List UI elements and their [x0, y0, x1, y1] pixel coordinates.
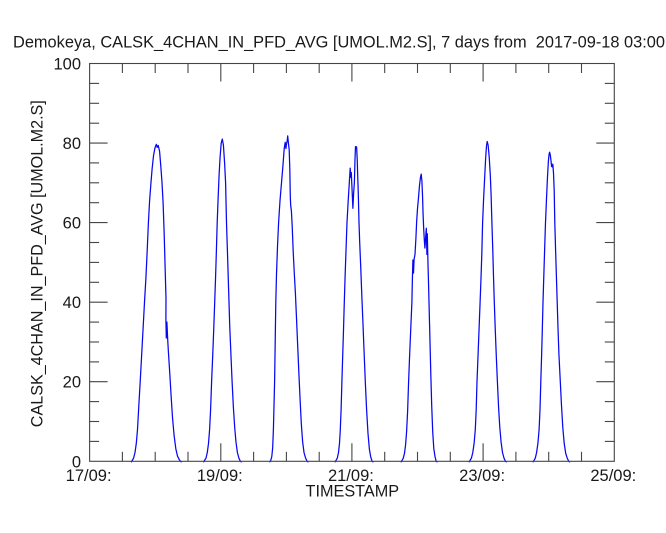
svg-text:23/09:: 23/09: — [459, 467, 505, 485]
svg-text:21/09:: 21/09: — [328, 467, 374, 485]
svg-text:40: 40 — [63, 294, 81, 312]
svg-text:TIMESTAMP: TIMESTAMP — [306, 483, 400, 501]
svg-text:17/09:: 17/09: — [66, 467, 112, 485]
svg-text:80: 80 — [63, 135, 81, 153]
svg-text:25/09:: 25/09: — [590, 467, 636, 485]
svg-text:Demokeya, CALSK_4CHAN_IN_PFD_A: Demokeya, CALSK_4CHAN_IN_PFD_AVG [UMOL.M… — [13, 33, 665, 51]
svg-text:CALSK_4CHAN_IN_PFD_AVG [UMOL.M: CALSK_4CHAN_IN_PFD_AVG [UMOL.M2.S] — [29, 100, 47, 427]
svg-text:100: 100 — [53, 56, 81, 74]
svg-text:60: 60 — [63, 215, 81, 233]
svg-text:19/09:: 19/09: — [197, 467, 243, 485]
svg-text:20: 20 — [63, 374, 81, 392]
svg-text:0: 0 — [72, 453, 81, 471]
